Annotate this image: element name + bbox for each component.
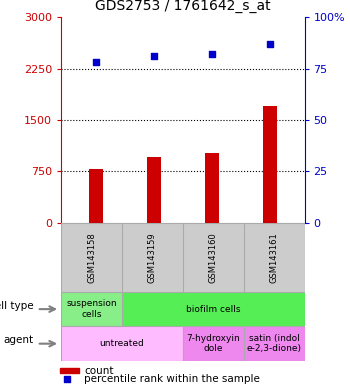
Text: GSM143160: GSM143160 — [209, 232, 218, 283]
Text: count: count — [84, 366, 113, 376]
Title: GDS2753 / 1761642_s_at: GDS2753 / 1761642_s_at — [95, 0, 271, 13]
Bar — [262, 106, 277, 223]
Text: agent: agent — [4, 335, 34, 345]
Point — [64, 376, 69, 382]
Text: suspension
cells: suspension cells — [66, 300, 117, 319]
Bar — [147, 157, 161, 223]
Text: GSM143158: GSM143158 — [87, 232, 96, 283]
Text: satin (indol
e-2,3-dione): satin (indol e-2,3-dione) — [247, 334, 302, 353]
Bar — [60, 368, 79, 373]
Text: biofilm cells: biofilm cells — [186, 305, 240, 314]
Point — [267, 41, 273, 47]
Text: cell type: cell type — [0, 301, 34, 311]
Point — [93, 60, 99, 66]
Bar — [205, 153, 219, 223]
Text: 7-hydroxyin
dole: 7-hydroxyin dole — [187, 334, 240, 353]
Point — [209, 51, 215, 57]
Text: percentile rank within the sample: percentile rank within the sample — [84, 374, 260, 384]
Bar — [89, 169, 103, 223]
Text: GSM143159: GSM143159 — [148, 232, 157, 283]
Point — [151, 53, 157, 60]
Text: untreated: untreated — [100, 339, 145, 348]
Text: GSM143161: GSM143161 — [270, 232, 279, 283]
